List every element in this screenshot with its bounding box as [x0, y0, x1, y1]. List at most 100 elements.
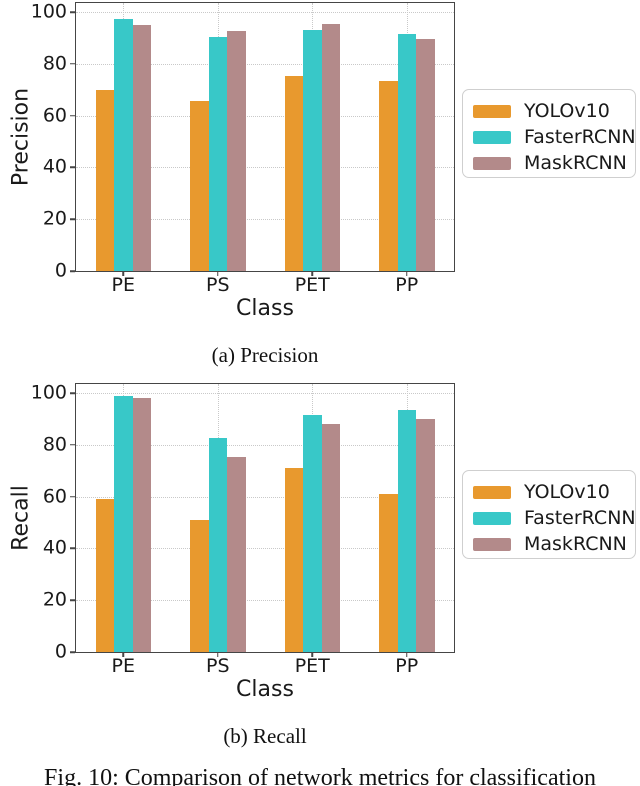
- precision-plot-area: 0 20 40 60 80 100 PE PS PET PP: [31, 2, 455, 295]
- y-tick-label: 0: [54, 259, 67, 282]
- y-tick-label: 80: [42, 433, 67, 456]
- x-tick-mark: [311, 652, 313, 657]
- y-gridline: [76, 115, 454, 117]
- bar-maskrcnn-pe: [132, 398, 151, 652]
- x-tick-mark: [406, 271, 408, 276]
- bar-fasterrcnn-pet: [303, 30, 322, 271]
- legend-label: YOLOv10: [524, 481, 610, 503]
- bar-yolov10-pp: [379, 80, 398, 271]
- legend-label: FasterRCNN: [524, 126, 636, 148]
- legend-box: YOLOv10 FasterRCNN MaskRCNN: [462, 470, 636, 559]
- legend-label: YOLOv10: [524, 100, 610, 122]
- bar-maskrcnn-pet: [321, 424, 340, 652]
- y-gridline: [76, 393, 454, 395]
- legend-swatch-maskrcnn: [473, 157, 511, 170]
- bar-yolov10-ps: [190, 519, 209, 652]
- legend-item-fasterrcnn: FasterRCNN: [473, 507, 636, 529]
- legend-label: MaskRCNN: [524, 533, 627, 555]
- y-tick-label: 80: [42, 52, 67, 75]
- bar-maskrcnn-ps: [227, 31, 246, 271]
- y-tick-mark: [69, 218, 75, 220]
- y-tick-mark: [69, 166, 75, 169]
- y-tick-mark: [69, 651, 75, 653]
- y-axis-title-precision: Precision: [8, 87, 34, 187]
- legend-swatch-yolov10: [473, 105, 511, 118]
- x-tick-label: PS: [205, 655, 230, 677]
- y-tick-mark: [69, 270, 75, 272]
- legend-item-maskrcnn: MaskRCNN: [473, 153, 635, 174]
- x-tick-label: PET: [294, 655, 330, 677]
- legend-label: MaskRCNN: [524, 152, 627, 174]
- y-tick-mark: [69, 11, 75, 13]
- y-gridline: [76, 219, 454, 221]
- y-tick-label: 60: [42, 104, 67, 127]
- y-tick-mark: [69, 63, 75, 65]
- y-gridline: [76, 600, 454, 602]
- legend-swatch-fasterrcnn: [473, 512, 511, 525]
- y-tick-mark: [69, 392, 75, 394]
- legend-item-yolov10: YOLOv10: [473, 101, 635, 122]
- x-tick-label: PE: [111, 274, 135, 296]
- subfigure-precision: Precision 0 20 40 60 80 100 PE PS PET PP Class YO…: [0, 0, 640, 380]
- bar-maskrcnn-pet: [321, 23, 340, 271]
- y-tick-mark: [69, 114, 75, 117]
- y-gridline: [76, 12, 454, 14]
- legend-swatch-fasterrcnn: [473, 131, 511, 144]
- legend-label: FasterRCNN: [524, 507, 636, 529]
- x-tick-mark: [217, 652, 219, 657]
- bar-maskrcnn-pp: [416, 39, 435, 271]
- x-tick-mark: [406, 652, 408, 657]
- bar-fasterrcnn-ps: [208, 438, 227, 652]
- bar-fasterrcnn-pe: [114, 395, 133, 652]
- legend-box: YOLOv10 FasterRCNN MaskRCNN: [462, 89, 636, 178]
- y-gridline: [76, 548, 454, 550]
- x-tick-label: PE: [111, 655, 135, 677]
- y-tick-label: 100: [30, 381, 67, 404]
- bar-yolov10-ps: [190, 101, 209, 271]
- bar-fasterrcnn-pp: [397, 34, 416, 271]
- bar-yolov10-pet: [284, 468, 303, 652]
- x-axis-title-class: Class: [236, 677, 294, 702]
- y-gridline: [76, 496, 454, 498]
- legend-item-fasterrcnn: FasterRCNN: [473, 126, 636, 148]
- y-gridline: [76, 167, 454, 169]
- x-tick-label: PP: [395, 274, 419, 296]
- y-tick-mark: [69, 547, 75, 550]
- y-tick-label: 40: [42, 155, 67, 178]
- y-tick-label: 20: [42, 588, 67, 611]
- y-gridline: [76, 63, 454, 65]
- legend-item-maskrcnn: MaskRCNN: [473, 534, 635, 555]
- bar-maskrcnn-ps: [227, 456, 246, 652]
- subcaption-b: (b) Recall: [223, 724, 307, 748]
- y-tick-mark: [69, 599, 75, 601]
- x-tick-label: PET: [294, 274, 330, 296]
- y-tick-label: 60: [42, 485, 67, 508]
- bar-fasterrcnn-pp: [397, 409, 416, 652]
- bar-fasterrcnn-pet: [303, 415, 322, 652]
- x-tick-label: PS: [205, 274, 230, 296]
- x-tick-mark: [311, 271, 313, 276]
- y-tick-label: 0: [54, 640, 67, 663]
- x-tick-label: PP: [395, 655, 419, 677]
- legend-swatch-yolov10: [473, 486, 511, 499]
- y-tick-label: 40: [42, 536, 67, 559]
- y-tick-label: 20: [42, 207, 67, 230]
- bar-yolov10-pp: [379, 494, 398, 652]
- y-tick-label: 100: [30, 0, 67, 23]
- subfigure-recall: Recall 0 20 40 60 80 100 PE PS PET PP Class YOLOv…: [0, 381, 640, 761]
- bar-fasterrcnn-pe: [114, 18, 133, 271]
- subcaption-a: (a) Precision: [211, 343, 319, 367]
- recall-plot-area: 0 20 40 60 80 100 PE PS PET PP: [31, 383, 455, 676]
- x-tick-mark: [122, 652, 124, 657]
- y-tick-mark: [69, 444, 75, 446]
- bar-maskrcnn-pe: [132, 25, 151, 271]
- figure-caption: Fig. 10: Comparison of network metrics f…: [44, 765, 596, 786]
- x-axis-title-class: Class: [236, 296, 294, 321]
- legend-item-yolov10: YOLOv10: [473, 482, 635, 503]
- bar-maskrcnn-pp: [416, 418, 435, 652]
- bar-yolov10-pe: [95, 499, 114, 652]
- bar-fasterrcnn-ps: [208, 36, 227, 271]
- y-tick-mark: [69, 495, 75, 498]
- x-tick-mark: [217, 271, 219, 276]
